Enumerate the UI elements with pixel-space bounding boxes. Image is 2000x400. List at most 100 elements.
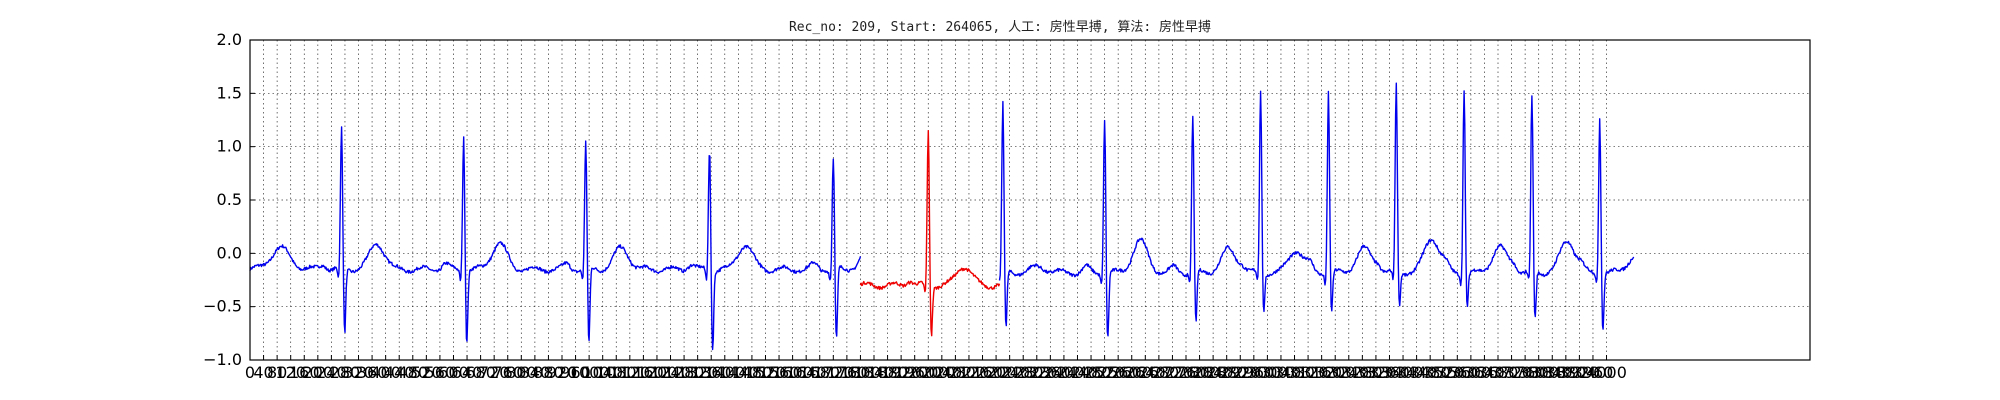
x-tick-label: 3560 [1437,363,1478,382]
x-tick-label: 920 [547,363,578,382]
x-tick-label: 3760 [1505,363,1546,382]
x-tick-label: 3640 [1464,363,1505,382]
series-line-ecg-after [998,82,1635,337]
chart-title: Rec_no: 209, Start: 264065, 人工: 房性早搏, 算法… [789,19,1211,35]
x-tick-label: 3320 [1356,363,1397,382]
x-tick-label: 2160 [962,363,1003,382]
x-tick-label: 2720 [1152,363,1193,382]
x-tick-label: 2640 [1125,363,1166,382]
x-tick-label: 1520 [745,363,786,382]
x-tick-label: 640 [452,363,483,382]
x-tick-label: 1040 [582,363,623,382]
x-tick-label: 880 [533,363,564,382]
x-tick-label: 1880 [867,363,908,382]
x-tick-label: 2880 [1206,363,1247,382]
x-tick-label: 2280 [1003,363,1044,382]
x-tick-label: 3600 [1451,363,1492,382]
x-tick-label: 840 [520,363,551,382]
x-tick-label: 4000 [1586,363,1627,382]
x-tick-label: 120 [275,363,306,382]
series-line-ecg-before [249,126,862,351]
x-tick-label: 2360 [1030,363,1071,382]
x-tick-label: 1920 [881,363,922,382]
x-tick-label: 2680 [1139,363,1180,382]
x-tick-label: 2200 [976,363,1017,382]
x-tick-label: 80 [267,363,287,382]
y-tick-label: 0.5 [217,190,242,209]
series-layer [249,82,1635,351]
y-tick-label: 0.0 [217,243,242,262]
x-tick-label: 400 [370,363,401,382]
x-tick-label: 1720 [813,363,854,382]
x-tick-label: 3400 [1383,363,1424,382]
x-tick-label: 520 [411,363,442,382]
x-tick-label: 1240 [650,363,691,382]
x-tick-label: 2080 [935,363,976,382]
x-tick-label: 2400 [1044,363,1085,382]
x-tick-label: 760 [492,363,523,382]
x-tick-label: 3840 [1532,363,1573,382]
x-tick-label: 3960 [1573,363,1614,382]
x-tick-label: 320 [343,363,374,382]
x-tick-label: 560 [425,363,456,382]
x-tick-label: 1680 [799,363,840,382]
x-tick-label: 2480 [1071,363,1112,382]
x-tick-label: 40 [253,363,273,382]
x-tick-label: 1600 [772,363,813,382]
x-tick-label: 1560 [759,363,800,382]
y-tick-label: −1.0 [203,350,242,369]
x-tick-label: 2320 [1016,363,1057,382]
x-tick-label: 800 [506,363,537,382]
x-tick-label: 680 [465,363,496,382]
x-tick-label: 1840 [854,363,895,382]
x-tick-label: 3120 [1288,363,1329,382]
x-tick-label: 3800 [1518,363,1559,382]
plot-frame [249,39,1811,361]
x-tick-label: 3440 [1396,363,1437,382]
x-tick-label: 3280 [1342,363,1383,382]
x-tick-label: 240 [316,363,347,382]
x-tick-label: 3080 [1274,363,1315,382]
x-tick-label: 1200 [637,363,678,382]
x-tick-label: 2040 [921,363,962,382]
series-line-ecg-highlight [859,129,1001,337]
x-tick-label: 2560 [1098,363,1139,382]
x-tick-label: 720 [479,363,510,382]
x-tick-label: 3680 [1478,363,1519,382]
x-tick-label: 2440 [1057,363,1098,382]
x-tick-label: 3240 [1328,363,1369,382]
x-tick-label: 1400 [704,363,745,382]
x-tick-label: 3360 [1369,363,1410,382]
x-tick-label: 3480 [1410,363,1451,382]
y-tick-label: −0.5 [203,297,242,316]
x-tick-label: 1800 [840,363,881,382]
x-tick-label: 1160 [623,363,664,382]
x-axis: 0408012016020024028032036040044048052056… [245,355,1627,382]
x-tick-label: 3920 [1559,363,1600,382]
y-tick-label: 2.0 [217,30,242,49]
x-tick-label: 3000 [1247,363,1288,382]
x-tick-label: 2000 [908,363,949,382]
x-tick-label: 3880 [1545,363,1586,382]
x-tick-label: 440 [384,363,415,382]
x-tick-label: 280 [330,363,361,382]
x-tick-label: 2520 [1084,363,1125,382]
x-tick-label: 1320 [677,363,718,382]
x-tick-label: 3200 [1315,363,1356,382]
x-tick-label: 2920 [1220,363,1261,382]
x-tick-label: 3160 [1301,363,1342,382]
grid [249,39,1810,361]
x-tick-label: 960 [560,363,591,382]
x-tick-label: 2120 [949,363,990,382]
x-tick-label: 3040 [1261,363,1302,382]
x-tick-label: 360 [357,363,388,382]
x-tick-label: 1120 [609,363,650,382]
x-tick-label: 1640 [786,363,827,382]
x-tick-label: 2600 [1111,363,1152,382]
x-tick-label: 2840 [1193,363,1234,382]
x-tick-label: 160 [289,363,320,382]
x-tick-label: 0 [245,363,255,382]
x-tick-label: 2960 [1233,363,1274,382]
x-tick-label: 1280 [664,363,705,382]
